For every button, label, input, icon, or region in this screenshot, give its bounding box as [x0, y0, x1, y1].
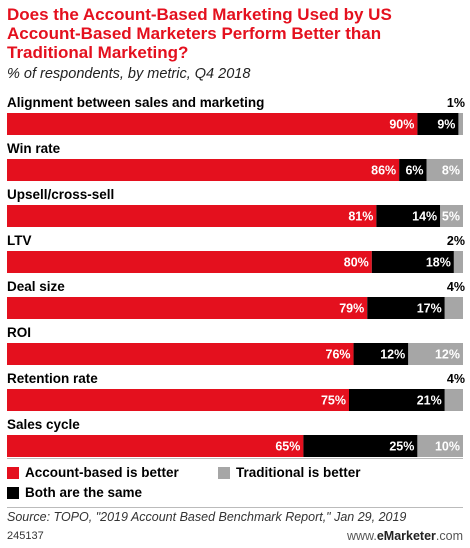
data-label-same: 17%: [417, 302, 442, 316]
data-label-same: 21%: [417, 394, 442, 408]
bar-same: [349, 389, 445, 411]
brand-name: eMarketer: [376, 529, 436, 543]
data-label-same: 12%: [380, 348, 405, 362]
legend-label-account-based: Account-based is better: [25, 465, 179, 480]
bar-same: [376, 205, 441, 227]
legend-divider: [7, 458, 463, 459]
bar-same: [399, 159, 427, 181]
data-label-same: 14%: [412, 210, 437, 224]
brand-suffix: .com: [435, 529, 463, 543]
category-label: Retention rate: [7, 371, 98, 386]
data-label-same: 18%: [426, 256, 451, 270]
chart-legend: Account-based is better Traditional is b…: [7, 460, 463, 504]
data-label-account-based: 75%: [321, 394, 346, 408]
category-label: LTV: [7, 233, 32, 248]
data-label-traditional: 4%: [447, 372, 465, 386]
data-label-same: 6%: [405, 164, 423, 178]
category-label: Sales cycle: [7, 417, 80, 432]
bar-account-based: [7, 113, 418, 135]
data-label-account-based: 86%: [371, 164, 396, 178]
bar-same: [371, 251, 454, 273]
legend-item-same: Both are the same: [7, 485, 142, 500]
data-label-traditional: 12%: [435, 348, 460, 362]
bar-same: [367, 297, 445, 319]
bar-account-based: [7, 159, 400, 181]
legend-swatch-account-based: [7, 466, 19, 479]
bar-traditional: [408, 343, 463, 365]
data-label-traditional: 1%: [447, 96, 465, 110]
legend-swatch-same: [7, 486, 19, 499]
bar-traditional: [426, 159, 463, 181]
bar-account-based: [7, 205, 377, 227]
bar-account-based: [7, 343, 354, 365]
legend-label-same: Both are the same: [25, 485, 143, 500]
chart-title: Does the Account-Based Marketing Used by…: [7, 5, 392, 62]
bar-traditional: [444, 389, 463, 411]
data-label-same: 25%: [389, 440, 414, 454]
chart-id: 245137: [7, 530, 44, 542]
data-label-account-based: 80%: [344, 256, 369, 270]
bar-account-based: [7, 251, 372, 273]
data-label-same: 9%: [437, 118, 455, 132]
source-divider: [7, 507, 463, 508]
chart-subtitle: % of respondents, by metric, Q4 2018: [7, 66, 251, 82]
category-label: Alignment between sales and marketing: [7, 95, 264, 110]
legend-label-traditional: Traditional is better: [236, 465, 361, 480]
bar-same: [303, 435, 418, 457]
bar-traditional: [440, 205, 463, 227]
legend-swatch-traditional: [218, 466, 230, 479]
category-label: ROI: [7, 325, 31, 340]
bar-account-based: [7, 389, 349, 411]
category-label: Deal size: [7, 279, 65, 294]
data-label-account-based: 90%: [389, 118, 414, 132]
bar-traditional: [453, 251, 463, 273]
bar-traditional: [444, 297, 463, 319]
brand-logo: www.eMarketer.com: [347, 529, 463, 543]
bar-traditional: [458, 113, 463, 135]
category-label: Win rate: [7, 141, 61, 156]
bar-same: [353, 343, 409, 365]
source-note: Source: TOPO, "2019 Account Based Benchm…: [7, 510, 407, 524]
bar-account-based: [7, 297, 368, 319]
data-label-traditional: 5%: [442, 210, 460, 224]
data-label-traditional: 8%: [442, 164, 460, 178]
data-label-account-based: 81%: [348, 210, 373, 224]
data-label-traditional: 10%: [435, 440, 460, 454]
legend-item-traditional: Traditional is better: [218, 465, 361, 480]
bar-same: [417, 113, 459, 135]
data-label-account-based: 76%: [326, 348, 351, 362]
legend-item-account-based: Account-based is better: [7, 465, 179, 480]
data-label-account-based: 65%: [275, 440, 300, 454]
bar-account-based: [7, 435, 304, 457]
stacked-bar-chart: Alignment between sales and marketing 90%…: [7, 95, 465, 457]
brand-prefix: www.: [346, 529, 377, 543]
data-label-traditional: 2%: [447, 234, 465, 248]
bar-traditional: [417, 435, 463, 457]
category-label: Upsell/cross-sell: [7, 187, 114, 202]
data-label-account-based: 79%: [339, 302, 364, 316]
data-label-traditional: 4%: [447, 280, 465, 294]
